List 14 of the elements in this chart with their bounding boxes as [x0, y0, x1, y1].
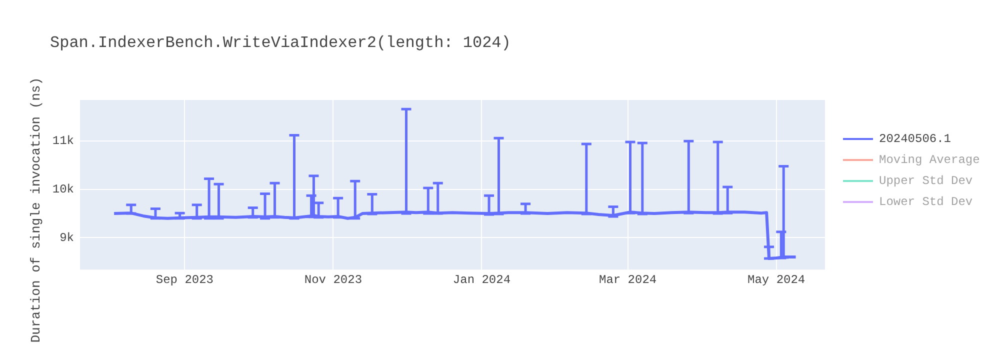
- y-axis-title: Duration of single invocation (ns): [28, 77, 44, 343]
- y-tick-label: 10k: [52, 182, 74, 197]
- legend-label: Lower Std Dev: [879, 194, 973, 208]
- legend-label: Moving Average: [879, 152, 980, 166]
- x-tick-label: Nov 2023: [304, 272, 362, 287]
- legend-label: 20240506.1: [879, 132, 952, 146]
- legend-label: Upper Std Dev: [879, 174, 973, 188]
- x-tick-label: Mar 2024: [598, 272, 657, 287]
- y-tick-label: 11k: [52, 134, 74, 148]
- chart-title: Span.IndexerBench.WriteViaIndexer2(length: 1024): [50, 34, 511, 52]
- x-tick-label: Jan 2024: [452, 272, 511, 287]
- y-tick-label: 9k: [60, 230, 74, 245]
- x-tick-label: May 2024: [748, 272, 806, 287]
- x-tick-label: Sep 2023: [156, 272, 214, 287]
